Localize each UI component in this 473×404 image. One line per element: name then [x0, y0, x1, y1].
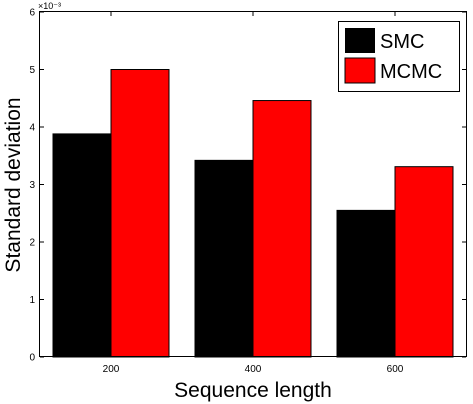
x-tick-label: 200 [103, 364, 120, 375]
bar-smc-400 [194, 159, 254, 358]
bar-smc-200 [52, 133, 112, 358]
legend: SMC MCMC [338, 21, 460, 92]
legend-label-smc: SMC [380, 31, 424, 53]
y-axis: 0 1 2 3 4 5 6 [29, 8, 466, 364]
bar-smc-600 [336, 209, 396, 358]
y-tick-label: 0 [29, 353, 35, 364]
y-exponent: ×10⁻³ [38, 1, 61, 11]
bars [52, 69, 454, 358]
x-tick-label: 400 [245, 364, 262, 375]
legend-label-mcmc: MCMC [380, 61, 442, 83]
bar-mcmc-200 [110, 69, 170, 358]
y-axis-label: Standard deviation [2, 97, 25, 272]
y-tick-label: 3 [29, 180, 35, 191]
legend-swatch-smc [345, 28, 375, 53]
y-tick-label: 2 [29, 238, 35, 249]
x-tick-label: 600 [387, 364, 404, 375]
bar-mcmc-400 [252, 100, 312, 358]
y-tick-label: 6 [29, 8, 35, 19]
x-axis: 200 400 600 [103, 12, 404, 375]
x-axis-label: Sequence length [174, 379, 332, 402]
y-tick-label: 5 [29, 65, 35, 76]
y-tick-label: 1 [29, 295, 35, 306]
y-tick-label: 4 [29, 123, 35, 134]
bar-mcmc-600 [394, 166, 454, 358]
legend-swatch-mcmc [344, 57, 376, 84]
